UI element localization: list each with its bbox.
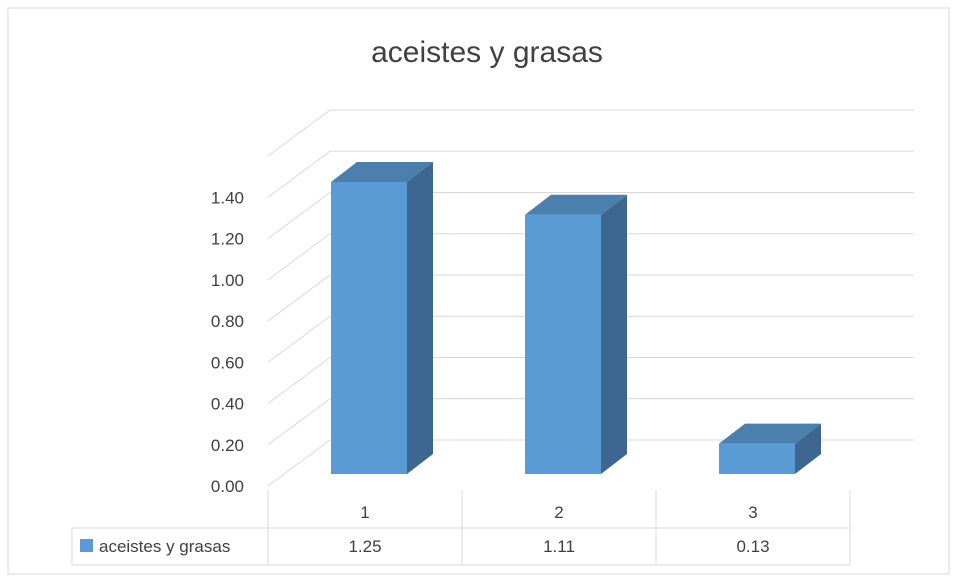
- y-tick-label: 1.20: [211, 230, 244, 249]
- bar-top: [719, 423, 821, 444]
- gridline: [267, 150, 914, 198]
- y-tick-label: 0.00: [211, 477, 244, 496]
- y-tick-label: 0.60: [211, 353, 244, 372]
- bar-top: [525, 194, 627, 215]
- bar-front: [331, 182, 407, 474]
- y-tick-label: 0.20: [211, 436, 244, 455]
- bar-2: [525, 194, 627, 475]
- bar-front: [525, 214, 601, 475]
- y-tick-label: 1.00: [211, 271, 244, 290]
- bar-side: [795, 423, 821, 474]
- category-label: 2: [554, 503, 563, 522]
- y-tick-label: 1.40: [211, 188, 244, 207]
- legend-key: [80, 539, 93, 552]
- chart-title: aceistes y grasas: [371, 36, 603, 69]
- category-label: 1: [360, 503, 369, 522]
- category-label: 3: [748, 503, 757, 522]
- bars: [331, 162, 821, 475]
- bar-1: [331, 162, 433, 474]
- y-tick-label: 0.40: [211, 395, 244, 414]
- data-label: 0.13: [736, 537, 769, 556]
- data-label: 1.11: [543, 537, 575, 556]
- data-label: 1.25: [348, 537, 381, 556]
- bar-top: [331, 162, 433, 182]
- gridline: [267, 109, 914, 157]
- bar-front: [719, 443, 795, 474]
- data-table: 1 2 3 aceistes y grasas 1.25 1.11 0.13: [71, 490, 851, 566]
- chart-border: [7, 7, 950, 575]
- bar-3: [719, 423, 821, 474]
- legend-series-name: aceistes y grasas: [99, 537, 230, 556]
- bar-side: [601, 194, 627, 475]
- bar-side: [407, 162, 433, 474]
- y-tick-label: 0.80: [211, 312, 244, 331]
- y-axis-ticks: 0.00 0.20 0.40 0.60 0.80 1.00 1.20 1.40: [211, 188, 244, 496]
